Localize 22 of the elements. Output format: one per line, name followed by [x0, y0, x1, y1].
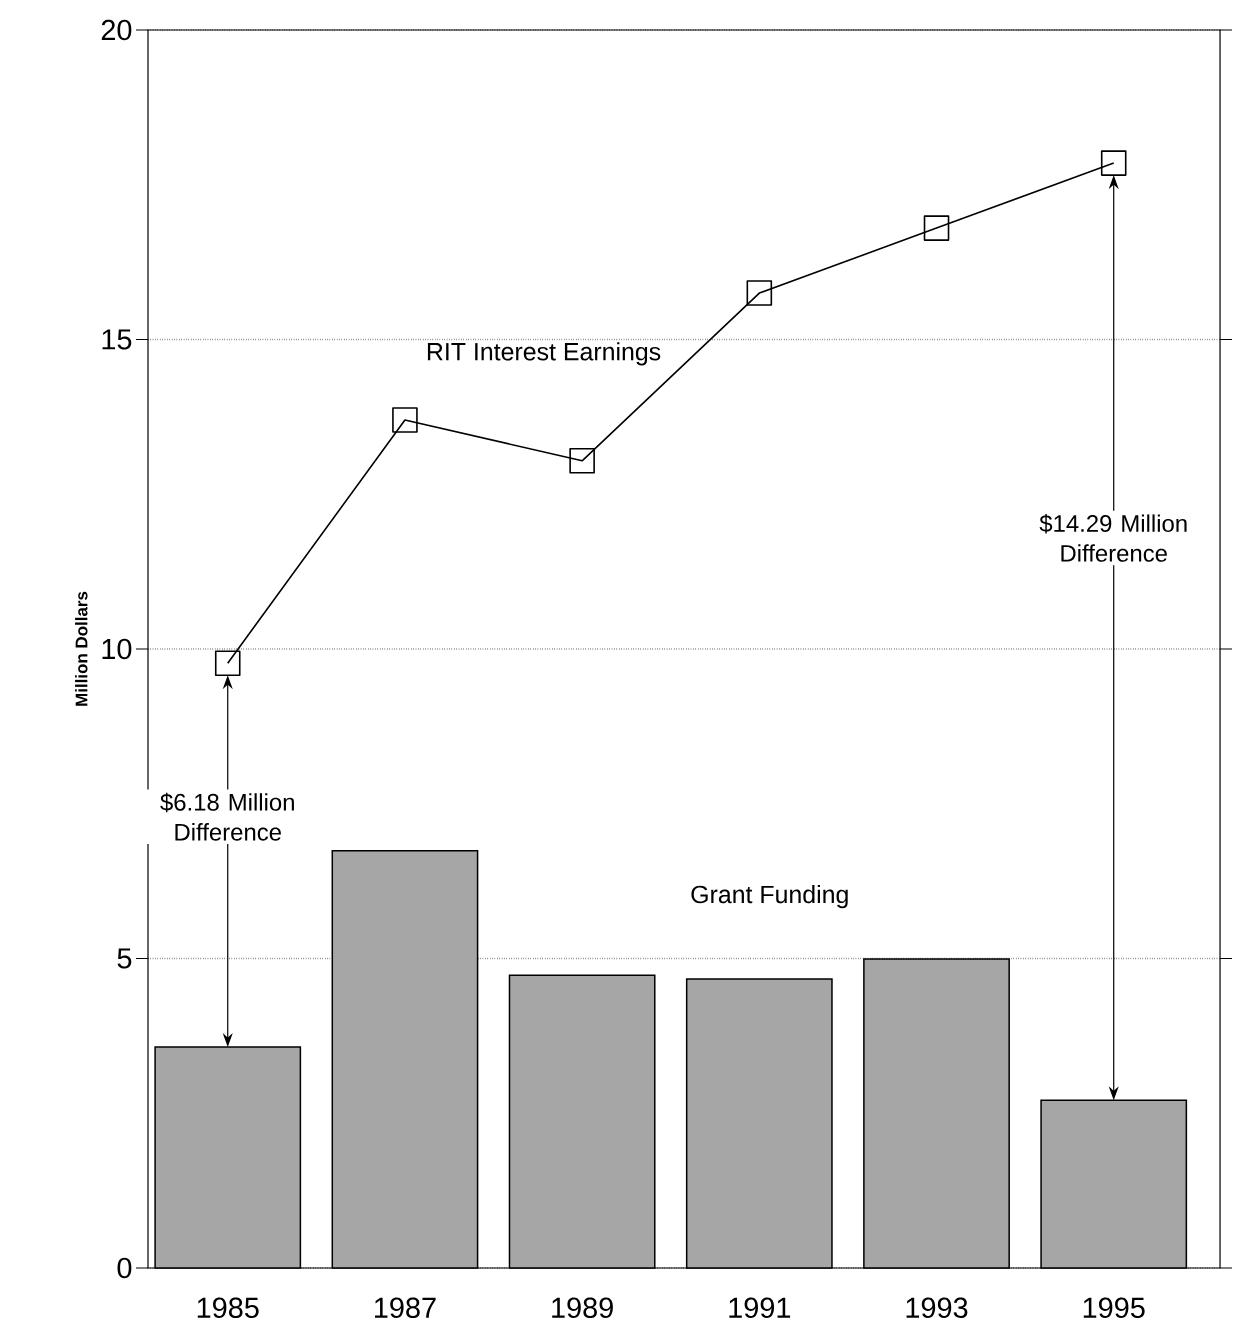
series-label: RIT Interest Earnings	[428, 342, 661, 366]
y-tick-label: 20	[102, 19, 132, 41]
y-tick-label: 0	[117, 1257, 132, 1279]
point	[746, 280, 773, 306]
annotation: $6.18 Million Difference	[160, 792, 295, 841]
x-tick-label: 1993	[906, 1297, 968, 1318]
x-tick-label: 1985	[198, 1297, 259, 1318]
point	[392, 407, 418, 433]
x-tick-label: 1989	[552, 1297, 614, 1318]
point	[1101, 150, 1127, 176]
y-axis-title: Million Dollars	[75, 591, 88, 706]
y-tick-label: 5	[117, 948, 132, 969]
point	[215, 650, 241, 677]
x-tick-label: 1995	[1084, 1297, 1145, 1318]
y-tick-label: 10	[102, 638, 132, 660]
point	[923, 215, 950, 241]
y-tick-label: 15	[102, 329, 132, 350]
text: Grant Funding	[691, 884, 848, 909]
point	[569, 448, 596, 474]
x-tick-label: 1987	[375, 1297, 436, 1318]
x-tick-label: 1991	[729, 1297, 791, 1318]
annotation: $14.29 Million Difference	[1039, 514, 1187, 562]
